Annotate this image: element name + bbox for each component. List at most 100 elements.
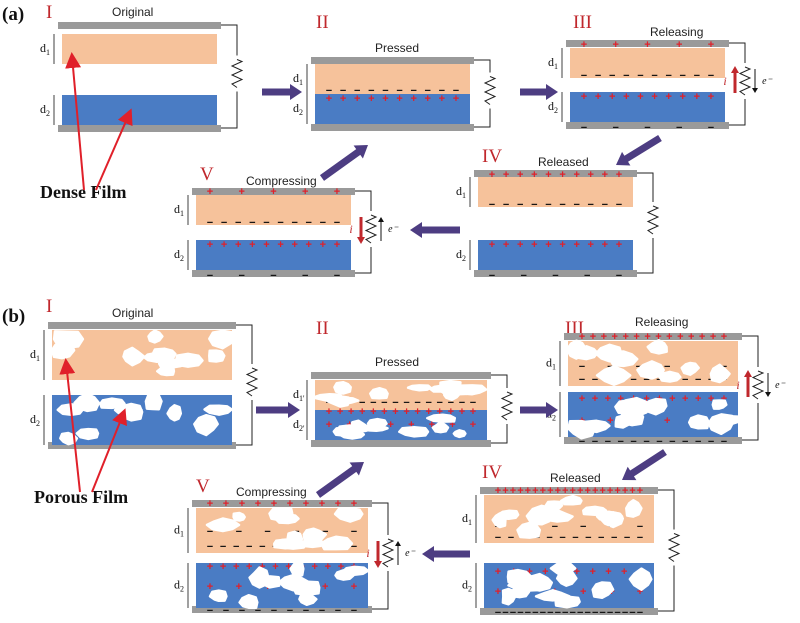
negative-charge: −: [624, 532, 630, 544]
top-film-pores: [311, 379, 488, 408]
negative-charge: −: [616, 199, 622, 211]
negative-charge: −: [559, 532, 565, 544]
negative-charge: −: [207, 217, 213, 229]
negative-charge: −: [319, 605, 325, 617]
top-electrode: [58, 22, 221, 29]
negative-charge: −: [249, 217, 255, 229]
positive-charge: +: [622, 331, 628, 343]
positive-charge: +: [207, 498, 213, 510]
positive-charge: +: [239, 186, 245, 198]
negative-charge: −: [611, 532, 617, 544]
bottom-electrode: [192, 270, 355, 277]
positive-charge: +: [616, 239, 622, 251]
negative-charge: −: [599, 607, 605, 619]
positive-charge: +: [644, 39, 650, 51]
negative-charge: −: [368, 85, 374, 97]
positive-charge: +: [287, 498, 293, 510]
top-electrode: [192, 500, 372, 507]
negative-charge: −: [351, 541, 357, 553]
positive-charge: +: [721, 393, 727, 405]
negative-charge: −: [637, 521, 643, 533]
positive-charge: +: [602, 239, 608, 251]
negative-charge: −: [503, 199, 509, 211]
positive-charge: +: [623, 91, 629, 103]
negative-charge: −: [573, 199, 579, 211]
positive-charge: +: [510, 485, 516, 497]
positive-charge: +: [612, 331, 618, 343]
resistor-zigzag: [500, 391, 514, 421]
negative-charge: −: [403, 397, 409, 409]
top-film-pores: [50, 329, 238, 377]
b-pointer-bottom-film: [91, 408, 127, 493]
pore: [426, 413, 457, 423]
flow-arrow-shape: [422, 546, 470, 562]
positive-charge: +: [669, 393, 675, 405]
positive-charge: +: [592, 485, 598, 497]
positive-charge: +: [577, 485, 583, 497]
flow-arrow-shape: [315, 462, 364, 498]
d1-label: d1: [174, 523, 184, 539]
pore: [166, 404, 183, 422]
pore: [286, 530, 304, 548]
negative-charge: −: [359, 397, 365, 409]
positive-charge: +: [517, 169, 523, 181]
positive-charge: +: [470, 406, 476, 418]
pore: [628, 567, 653, 591]
positive-charge: +: [263, 239, 269, 251]
positive-charge: +: [303, 498, 309, 510]
d1-label: d1: [40, 41, 50, 57]
positive-charge: +: [589, 566, 595, 578]
resistor-zigzag: [245, 367, 259, 397]
current-arrow-head: [357, 237, 365, 244]
positive-charge: +: [562, 485, 568, 497]
negative-charge: −: [588, 199, 594, 211]
positive-charge: +: [326, 419, 332, 431]
negative-charge: −: [669, 436, 675, 448]
bottom-film: [570, 92, 725, 122]
negative-charge: −: [291, 217, 297, 229]
electron-arrow-head: [395, 541, 401, 546]
pore: [711, 399, 728, 410]
positive-charge: +: [682, 393, 688, 405]
negative-charge: −: [559, 199, 565, 211]
bottom-film: [62, 95, 217, 125]
positive-charge: +: [542, 566, 548, 578]
negative-charge: −: [470, 397, 476, 409]
positive-charge: +: [338, 561, 344, 573]
d1-label: d1': [293, 387, 305, 403]
positive-charge: +: [599, 485, 605, 497]
positive-charge: +: [622, 485, 628, 497]
negative-charge: −: [320, 217, 326, 229]
a-stage-2-device: − − − − − − − − − −+ + + + + + + + + +: [306, 57, 493, 131]
positive-charge: +: [236, 581, 242, 593]
negative-charge: −: [264, 526, 270, 538]
a-stage-5-state: Compressing: [246, 174, 317, 188]
bottom-electrode: [564, 437, 742, 444]
positive-charge: +: [545, 169, 551, 181]
positive-charge: +: [272, 561, 278, 573]
positive-charge: +: [459, 406, 465, 418]
wire-gap: [742, 63, 748, 99]
pore: [147, 329, 164, 344]
resistor-zigzag: [230, 59, 244, 88]
negative-charge: −: [694, 70, 700, 82]
bottom-electrode: [311, 124, 474, 131]
positive-charge: +: [545, 239, 551, 251]
pore: [625, 498, 643, 518]
pore: [496, 509, 520, 521]
d1-label: d1: [462, 511, 472, 527]
pore: [709, 363, 731, 384]
negative-charge: −: [637, 70, 643, 82]
a-stage-4-state: Released: [538, 155, 589, 169]
flow-arrow-shape: [616, 135, 662, 166]
pore: [646, 339, 668, 355]
a-stage-4-numeral: IV: [482, 146, 502, 167]
pore: [332, 426, 359, 438]
electron-symbol: e⁻: [405, 548, 415, 559]
top-film: [62, 34, 217, 64]
positive-charge: +: [531, 239, 537, 251]
bottom-electrode: [58, 125, 221, 132]
negative-charge: −: [453, 85, 459, 97]
positive-charge: +: [621, 566, 627, 578]
b-stage-1-state: Original: [112, 306, 153, 320]
